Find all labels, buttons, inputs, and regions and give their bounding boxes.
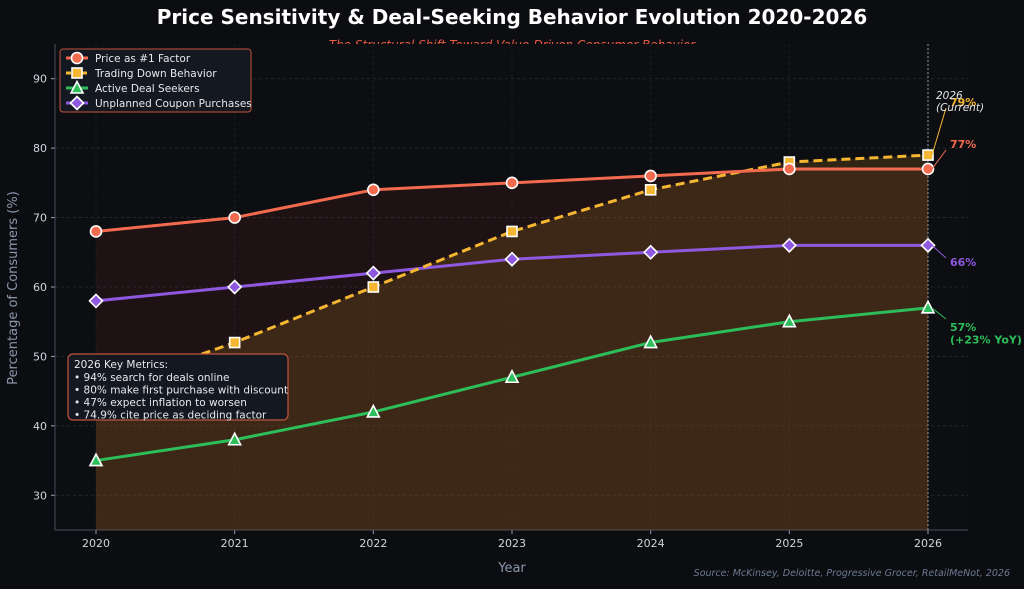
price-factor-point bbox=[921, 162, 935, 176]
source-note: Source: McKinsey, Deloitte, Progressive … bbox=[694, 568, 1010, 579]
price-factor-end-label: 77% bbox=[950, 138, 976, 151]
y-axis-label: Percentage of Consumers (%) bbox=[6, 191, 21, 385]
trading-down-point bbox=[506, 225, 518, 238]
coupon-point bbox=[365, 265, 381, 281]
y-tick-label: 30 bbox=[33, 489, 47, 502]
coupon-end-label: 66% bbox=[950, 256, 976, 269]
price-factor-point bbox=[783, 162, 796, 176]
trading-down-point bbox=[228, 336, 241, 349]
price-factor-leader bbox=[931, 149, 947, 170]
x-tick-label: 2021 bbox=[221, 537, 249, 550]
x-tick-label: 2023 bbox=[498, 537, 526, 550]
legend-marker bbox=[69, 79, 85, 94]
legend-marker bbox=[71, 67, 83, 79]
y-tick-label: 80 bbox=[33, 142, 47, 155]
plot-area: 30 40 50 60 70 80 90 2020 2021 2022 2023 2024 2025 20… bbox=[33, 44, 1022, 550]
price-factor-point bbox=[367, 183, 380, 197]
deal-seekers-point bbox=[643, 334, 658, 349]
coupon-point bbox=[920, 237, 936, 253]
x-tick-label: 2022 bbox=[359, 537, 387, 550]
deal-seekers-point bbox=[782, 313, 797, 328]
trading-down-leader bbox=[931, 107, 947, 156]
deal-seekers-leader bbox=[931, 307, 947, 320]
x-tick-label: 2026 bbox=[914, 537, 942, 550]
x-tick-label: 2020 bbox=[82, 537, 110, 550]
deal-seekers-point bbox=[920, 299, 936, 314]
price-factor-point bbox=[644, 169, 657, 183]
x-axis-label: Year bbox=[497, 561, 526, 576]
key-metrics-box: 2026 Key Metrics:• 94% search for deals … bbox=[67, 353, 289, 422]
price-factor-point bbox=[505, 176, 519, 190]
y-tick-label: 40 bbox=[33, 420, 47, 433]
coupon-point bbox=[781, 237, 797, 253]
key-metrics-frame bbox=[67, 353, 289, 421]
y-tick-label: 50 bbox=[33, 350, 47, 363]
trading-down-end-label: 79% bbox=[950, 96, 976, 109]
y-tick-label: 70 bbox=[33, 212, 47, 225]
price-factor-point bbox=[228, 211, 241, 224]
legend: Price as #1 Factor Trading Down Behavior A… bbox=[59, 48, 252, 113]
deal-seekers-point bbox=[366, 403, 381, 418]
chart-title: Price Sensitivity & Deal-Seeking Behavio… bbox=[157, 5, 868, 29]
trading-down-point bbox=[644, 184, 657, 196]
trading-down-point bbox=[367, 281, 380, 293]
legend-label: Trading Down Behavior bbox=[94, 68, 217, 80]
coupon-point bbox=[504, 251, 520, 267]
deal-seekers-point bbox=[504, 369, 520, 384]
legend-label: Unplanned Coupon Purchases bbox=[95, 98, 252, 110]
price-area-fill bbox=[96, 168, 928, 530]
x-tick-label: 2024 bbox=[637, 537, 665, 550]
x-tick-label: 2025 bbox=[775, 537, 803, 550]
key-metrics-item: • 74.9% cite price as deciding factor bbox=[74, 410, 267, 422]
coupon-point bbox=[88, 293, 104, 309]
deal-seekers-point bbox=[227, 431, 242, 446]
trading-down-point bbox=[922, 149, 934, 161]
y-tick-label: 60 bbox=[33, 281, 47, 294]
y-tick-label: 90 bbox=[33, 73, 47, 86]
legend-marker bbox=[70, 51, 84, 65]
price-factor-point bbox=[89, 225, 103, 238]
key-metrics-item: • 47% expect inflation to worsen bbox=[74, 397, 247, 409]
key-metrics-item: • 80% make first purchase with discount bbox=[74, 385, 288, 397]
legend-marker bbox=[69, 95, 85, 111]
coupon-point bbox=[227, 279, 243, 295]
coupon-point bbox=[643, 244, 659, 260]
coupon-leader bbox=[931, 244, 947, 259]
key-metrics-item: • 94% search for deals online bbox=[74, 372, 230, 384]
legend-label: Active Deal Seekers bbox=[95, 83, 200, 95]
legend-box bbox=[59, 48, 252, 113]
deal-seekers-point bbox=[88, 452, 104, 467]
deal-seekers-end-label: 57% (+23% YoY) bbox=[950, 321, 1022, 347]
current-year-label: 2026 (Current) bbox=[936, 90, 984, 114]
key-metrics-title: 2026 Key Metrics: bbox=[74, 359, 168, 371]
legend-label: Price as #1 Factor bbox=[95, 53, 191, 65]
